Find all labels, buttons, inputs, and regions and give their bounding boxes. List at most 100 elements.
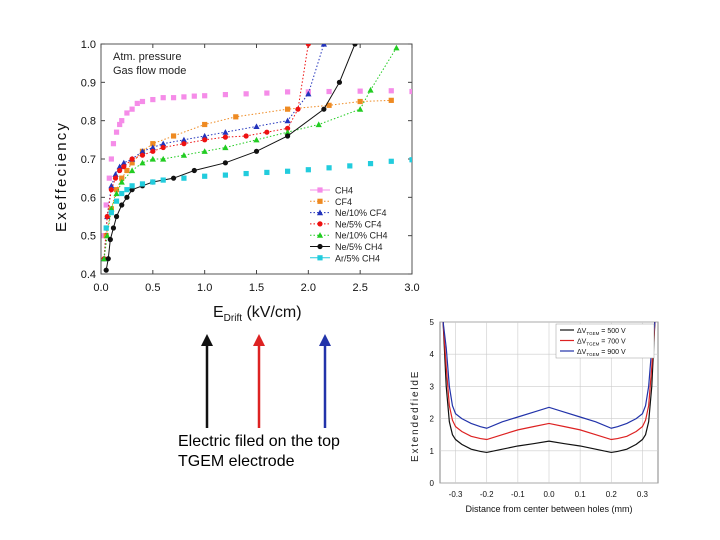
inset-x-tick-label: -0.1 — [511, 490, 525, 499]
inset-x-tick-label: 0.1 — [575, 490, 587, 499]
data-point — [119, 118, 125, 124]
data-point — [388, 88, 394, 94]
data-point — [253, 148, 260, 154]
data-point — [222, 160, 228, 166]
main-y-tick-label: 0.7 — [81, 154, 96, 166]
main-x-axis-label: EDrift (kV/cm) — [213, 304, 302, 324]
data-point — [264, 129, 270, 135]
main-x-tick-label: 1.0 — [197, 282, 212, 294]
inset-series-line-2 — [442, 322, 656, 429]
data-point — [264, 90, 270, 96]
data-point — [320, 44, 327, 47]
data-point — [388, 97, 394, 103]
data-point — [149, 155, 156, 162]
data-point — [202, 93, 208, 99]
data-point — [202, 137, 208, 143]
main-x-tick-label: 0.0 — [93, 282, 108, 294]
data-point — [243, 170, 249, 177]
main-axis-ticks: 0.0 0.5 1.0 1.5 2.0 2.5 3.0 0.4 0.5 0.6 0.7 0.8 0.9 1… — [81, 39, 420, 294]
inset-y-tick-label: 3 — [430, 382, 435, 391]
data-point — [326, 102, 332, 108]
legend-label: Ar/5% CH4 — [335, 253, 380, 263]
data-point — [120, 159, 127, 166]
inset-x-tick-label: 0.2 — [606, 490, 618, 499]
data-point — [119, 190, 125, 197]
series-5 — [103, 44, 358, 273]
arrow-blue — [319, 334, 331, 428]
data-point — [150, 148, 156, 154]
data-point — [121, 164, 127, 170]
caption-line-1: Electric filed on the top — [178, 433, 340, 450]
data-point — [233, 114, 239, 120]
data-point — [191, 167, 197, 174]
inset-legend-label: ΔVTGEM = 900 V — [577, 349, 626, 357]
main-series-group — [101, 44, 412, 273]
legend-label: Ne/10% CF4 — [335, 208, 387, 218]
data-point — [103, 267, 109, 273]
data-point — [222, 129, 229, 135]
main-y-tick-label: 0.5 — [81, 231, 96, 243]
main-y-tick-label: 1.0 — [81, 39, 96, 51]
data-point — [243, 91, 249, 97]
legend-marker — [317, 243, 323, 250]
data-point — [150, 96, 156, 103]
data-point — [134, 100, 140, 107]
data-point — [285, 125, 291, 131]
data-point — [284, 117, 291, 124]
data-point — [202, 173, 208, 179]
data-point — [129, 167, 136, 174]
data-point — [113, 213, 120, 220]
data-point — [243, 133, 249, 139]
data-point — [129, 183, 135, 189]
main-y-tick-label: 0.4 — [81, 269, 96, 281]
inset-x-tick-label: 0.0 — [543, 490, 555, 499]
inset-series-line-0 — [442, 322, 656, 454]
caption: Electric filed on the top TGEM electrode — [178, 432, 340, 472]
data-point — [170, 133, 177, 139]
data-point — [110, 141, 117, 147]
data-point — [139, 159, 146, 166]
data-point — [104, 213, 110, 220]
data-point — [101, 255, 108, 262]
data-point — [222, 92, 228, 98]
data-point — [119, 202, 125, 208]
data-point — [180, 136, 188, 143]
series-3 — [101, 44, 311, 262]
data-point — [409, 157, 412, 163]
data-point — [201, 148, 208, 154]
data-point — [108, 205, 115, 212]
data-point — [108, 156, 114, 162]
data-point — [326, 165, 332, 171]
series-line — [103, 44, 309, 259]
data-point — [160, 144, 166, 151]
data-point — [160, 177, 166, 183]
inset-y-tick-label: 1 — [430, 447, 435, 456]
arrow-black — [201, 334, 213, 428]
inset-y-tick-label: 5 — [430, 318, 435, 327]
arrow-red — [253, 334, 265, 428]
data-point — [117, 167, 123, 174]
data-point — [357, 106, 364, 112]
caption-line-2: TGEM electrode — [178, 453, 295, 470]
data-point — [150, 141, 156, 147]
data-point — [285, 106, 291, 112]
data-point — [139, 98, 146, 105]
series-6 — [103, 157, 412, 231]
data-point — [393, 44, 400, 51]
data-point — [112, 175, 119, 181]
inset-series-line-1 — [442, 322, 656, 441]
inset-x-tick-label: -0.2 — [480, 490, 494, 499]
data-point — [367, 86, 374, 93]
legend-label: Ne/10% CH4 — [335, 231, 388, 241]
data-point — [124, 187, 130, 193]
data-point — [113, 190, 120, 197]
main-x-tick-label: 3.0 — [404, 282, 419, 294]
inset-y-tick-label: 0 — [430, 479, 435, 488]
data-point — [222, 134, 228, 140]
data-point — [107, 236, 113, 243]
data-point — [104, 232, 111, 239]
main-x-tick-label: 0.5 — [145, 282, 160, 294]
inset-legend: ΔVTGEM = 500 V ΔVTGEM = 700 V ΔVTGEM = 900… — [555, 323, 655, 359]
